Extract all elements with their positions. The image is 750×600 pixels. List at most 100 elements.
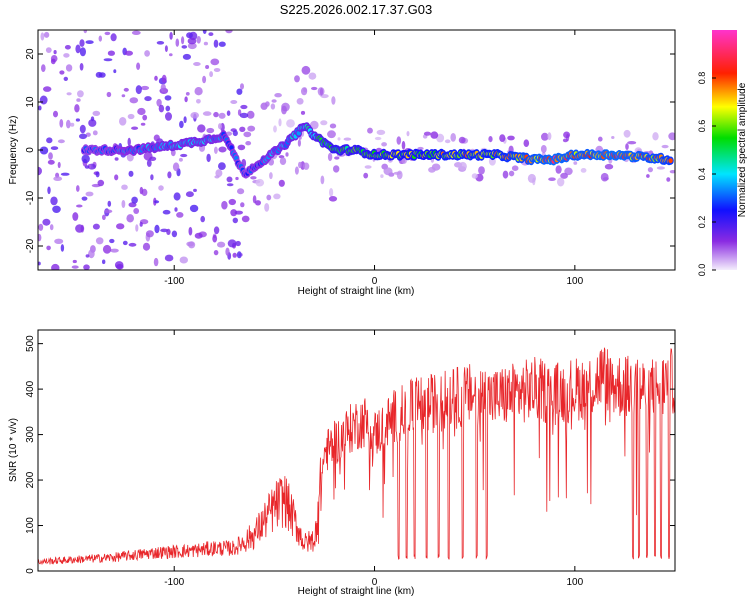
heatmap-cloud-blob [218,123,222,130]
heatmap-cloud-blob [557,177,565,187]
heatmap-cloud-blob [167,171,172,179]
heatmap-cloud-blob [110,248,119,253]
heatmap-cloud-blob [183,116,187,124]
heatmap-cloud-blob [215,169,223,178]
heatmap-cloud-blob [149,156,157,161]
heatmap-cloud-blob [97,179,105,187]
heatmap-cloud-blob [202,75,207,84]
heatmap-cloud-blob [75,44,81,54]
heatmap-cloud-blob [57,139,65,144]
heatmap-cloud-blob [178,157,183,162]
heatmap-cloud-blob [85,132,91,137]
heatmap-cloud-blob [197,30,200,31]
heatmap-cloud-blob [218,162,226,171]
heatmap-cloud-blob [286,119,295,128]
heatmap-cloud-blob [203,41,208,46]
heatmap-cloud-blob [294,75,300,83]
heatmap-cloud-blob [71,265,79,269]
heatmap-cloud-blob [627,141,637,145]
heatmap-cloud-blob [508,170,515,177]
heatmap-cloud-blob [623,129,631,138]
heatmap-ytick-label: 20 [25,48,36,60]
heatmap-cloud-blob [81,196,88,201]
heatmap-cloud-blob [279,157,287,166]
heatmap-cloud-blob [311,86,318,91]
heatmap-cloud-blob [301,65,311,75]
heatmap-cloud-blob [328,196,338,202]
heatmap-cloud-blob [297,139,301,147]
heatmap-cloud-blob [145,230,154,238]
heatmap-cloud-blob [383,167,393,176]
heatmap-cloud-blob [188,226,193,236]
snr-panel: -100 0 100 0 100 200 300 400 500 Height of strai… [8,329,676,597]
snr-ytick-label: 300 [25,426,36,443]
heatmap-cloud-blob [450,133,457,142]
heatmap-cloud-blob [79,133,87,140]
snr-ticks: -100 0 100 0 100 200 300 400 500 [25,330,675,588]
heatmap-cloud-blob [146,159,152,167]
heatmap-cloud-blob [136,62,141,70]
heatmap-cloud-blob [239,126,246,132]
colorbar-ticks: 0.0 0.2 0.4 0.6 0.8 [697,72,716,276]
heatmap-cloud-blob [50,196,58,206]
heatmap-cloud-blob [327,152,333,162]
heatmap-cloud-blob [296,98,304,105]
heatmap-cloud-blob [218,112,226,119]
heatmap-cloud-blob [171,230,178,238]
colorbar-tick-label: 0.2 [697,216,707,229]
heatmap-cloud-blob [158,185,164,191]
heatmap-cloud-blob [202,111,212,116]
heatmap-cloud-blob [255,178,265,187]
heatmap-cloud-blob [150,174,154,181]
heatmap-cloud-blob [196,99,201,104]
heatmap-cloud-blob [236,251,242,259]
heatmap-cloud-blob [218,41,226,47]
heatmap-cloud-blob [180,153,188,158]
heatmap-cloud-blob [202,30,207,34]
heatmap-cloud-blob [184,96,188,103]
heatmap-cloud-blob [140,122,146,126]
heatmap-cloud-blob [144,50,151,57]
heatmap-cloud-blob [190,112,199,119]
heatmap-cloud-blob [255,200,261,206]
heatmap-cloud-blob [273,193,281,200]
heatmap-cloud-blob [646,174,650,178]
heatmap-cloud-blob [247,125,256,132]
heatmap-cloud-blob [319,87,324,96]
heatmap-cloud-blob [364,165,372,169]
heatmap-cloud-blob [406,131,410,137]
heatmap-cloud-blob [102,244,112,254]
heatmap-cloud-blob [72,212,79,221]
heatmap-cloud-blob [63,53,70,58]
snr-xlabel: Height of straight line (km) [298,586,415,597]
heatmap-cloud-blob [173,192,181,201]
heatmap-cloud-blob [278,118,282,127]
heatmap-cloud-blob [92,130,98,136]
heatmap-cloud-blob [162,88,168,93]
heatmap-cloud-blob [164,45,168,52]
heatmap-cloud-blob [205,65,210,69]
heatmap-cloud-blob [523,139,530,147]
heatmap-cloud-blob [113,69,117,74]
heatmap-cloud-blob [83,264,90,270]
heatmap-cloud-blob [103,58,113,62]
heatmap-cloud-blob [381,142,387,147]
heatmap-cloud-blob [49,224,54,231]
heatmap-cloud-blob [179,120,184,129]
heatmap-cloud-blob [123,87,129,92]
heatmap-cloud-blob [206,153,211,163]
heatmap-cloud-blob [300,110,306,115]
heatmap-cloud-blob [128,170,134,177]
heatmap-cloud-blob [47,186,51,195]
heatmap-cloud-blob [611,136,615,139]
heatmap-cloud-blob [240,202,245,208]
heatmap-ytick-label: 0 [25,147,36,153]
heatmap-cloud-blob [84,165,90,169]
heatmap-cloud-blob [48,152,53,160]
heatmap-cloud-blob [458,161,467,171]
heatmap-cloud-blob [194,232,203,239]
heatmap-cloud-blob [116,264,124,270]
heatmap-cloud-blob [116,223,125,230]
heatmap-cloud-blob [131,126,139,130]
heatmap-cloud-blob [175,38,180,47]
